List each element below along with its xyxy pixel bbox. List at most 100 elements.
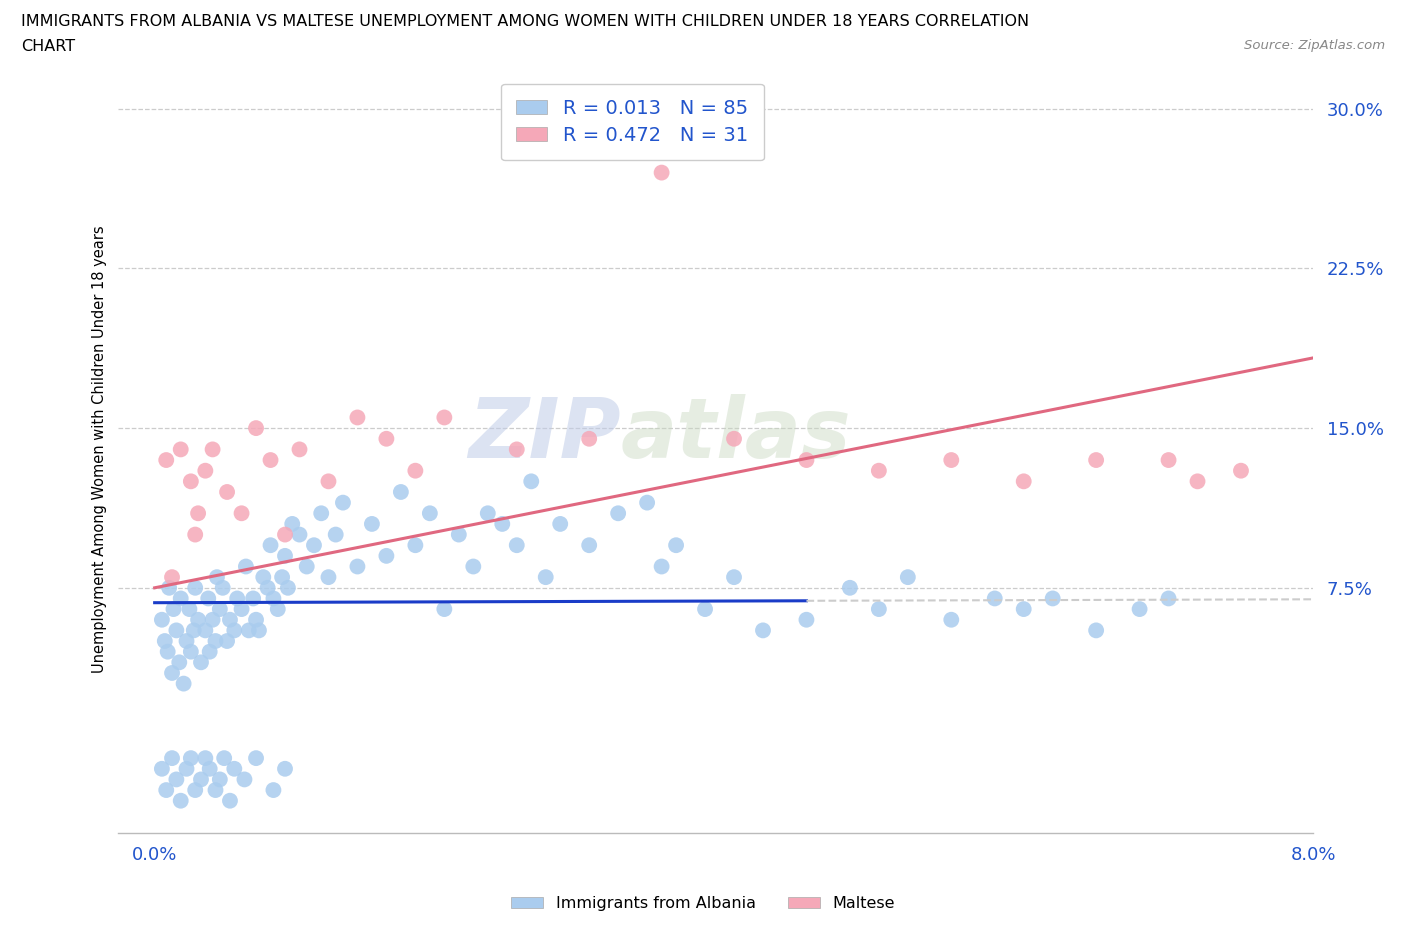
- Point: [194, 623, 217, 638]
- Point: [155, 783, 177, 798]
- Point: [180, 474, 202, 489]
- Point: [578, 432, 600, 446]
- Point: [231, 506, 253, 521]
- Point: [868, 602, 890, 617]
- Point: [302, 538, 325, 552]
- Point: [651, 166, 673, 180]
- Point: [183, 623, 205, 638]
- Point: [194, 463, 217, 478]
- Point: [325, 527, 347, 542]
- Point: [204, 633, 226, 648]
- Point: [160, 751, 183, 765]
- Point: [205, 570, 228, 585]
- Point: [170, 442, 193, 457]
- Point: [197, 591, 219, 605]
- Text: CHART: CHART: [21, 39, 75, 54]
- Point: [162, 602, 184, 617]
- Point: [1012, 602, 1035, 617]
- Point: [346, 559, 368, 574]
- Point: [194, 751, 217, 765]
- Point: [247, 623, 270, 638]
- Point: [267, 602, 290, 617]
- Point: [226, 591, 249, 605]
- Point: [433, 410, 456, 425]
- Point: [170, 591, 193, 605]
- Point: [165, 772, 187, 787]
- Point: [723, 432, 745, 446]
- Point: [868, 463, 890, 478]
- Point: [238, 623, 260, 638]
- Point: [1085, 623, 1108, 638]
- Point: [1129, 602, 1152, 617]
- Point: [277, 580, 299, 595]
- Point: [190, 772, 212, 787]
- Point: [578, 538, 600, 552]
- Point: [433, 602, 456, 617]
- Point: [224, 762, 246, 777]
- Point: [224, 623, 246, 638]
- Point: [419, 506, 441, 521]
- Point: [180, 751, 202, 765]
- Point: [1157, 453, 1180, 468]
- Point: [173, 676, 195, 691]
- Point: [318, 474, 340, 489]
- Point: [548, 516, 571, 531]
- Point: [274, 762, 297, 777]
- Point: [723, 570, 745, 585]
- Point: [235, 559, 257, 574]
- Point: [318, 570, 340, 585]
- Point: [636, 495, 658, 510]
- Point: [150, 612, 173, 627]
- Point: [983, 591, 1005, 605]
- Point: [176, 762, 198, 777]
- Text: atlas: atlas: [620, 393, 851, 474]
- Point: [184, 783, 207, 798]
- Point: [477, 506, 499, 521]
- Point: [150, 762, 173, 777]
- Point: [796, 453, 818, 468]
- Point: [274, 527, 297, 542]
- Point: [157, 580, 180, 595]
- Point: [288, 527, 311, 542]
- Point: [252, 570, 274, 585]
- Point: [941, 612, 963, 627]
- Legend: R = 0.013   N = 85, R = 0.472   N = 31: R = 0.013 N = 85, R = 0.472 N = 31: [501, 84, 763, 161]
- Point: [201, 612, 224, 627]
- Point: [176, 633, 198, 648]
- Point: [1157, 591, 1180, 605]
- Point: [796, 612, 818, 627]
- Point: [463, 559, 485, 574]
- Point: [211, 580, 233, 595]
- Point: [346, 410, 368, 425]
- Point: [180, 644, 202, 659]
- Point: [190, 655, 212, 670]
- Point: [198, 762, 221, 777]
- Point: [245, 751, 267, 765]
- Point: [160, 666, 183, 681]
- Point: [201, 442, 224, 457]
- Point: [375, 549, 398, 564]
- Point: [1187, 474, 1209, 489]
- Point: [170, 793, 193, 808]
- Point: [1085, 453, 1108, 468]
- Point: [262, 783, 284, 798]
- Point: [1042, 591, 1064, 605]
- Legend: Immigrants from Albania, Maltese: Immigrants from Albania, Maltese: [505, 890, 901, 917]
- Point: [288, 442, 311, 457]
- Point: [274, 549, 297, 564]
- Point: [165, 623, 187, 638]
- Point: [361, 516, 384, 531]
- Point: [281, 516, 304, 531]
- Point: [169, 655, 191, 670]
- Point: [665, 538, 688, 552]
- Point: [838, 580, 860, 595]
- Point: [752, 623, 775, 638]
- Point: [607, 506, 630, 521]
- Point: [271, 570, 294, 585]
- Point: [404, 463, 426, 478]
- Point: [184, 580, 207, 595]
- Point: [259, 453, 281, 468]
- Y-axis label: Unemployment Among Women with Children Under 18 years: Unemployment Among Women with Children U…: [93, 226, 107, 673]
- Point: [187, 506, 209, 521]
- Point: [219, 793, 242, 808]
